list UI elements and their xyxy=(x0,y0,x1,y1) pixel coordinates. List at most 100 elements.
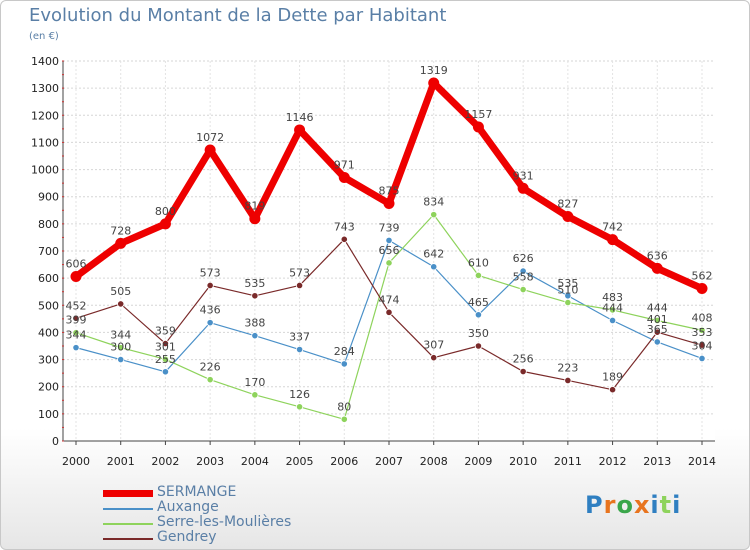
data-label: 304 xyxy=(692,339,713,352)
data-point xyxy=(251,332,259,340)
data-point xyxy=(72,314,80,322)
data-label: 344 xyxy=(110,329,131,342)
data-label: 819 xyxy=(244,200,265,213)
data-point xyxy=(608,316,617,325)
legend-label: Auxange xyxy=(157,499,219,515)
data-point xyxy=(430,263,438,271)
data-label: 728 xyxy=(110,224,131,237)
y-tick-label: 300 xyxy=(38,354,59,367)
data-point xyxy=(72,344,80,352)
data-point xyxy=(115,237,127,249)
data-label: 337 xyxy=(289,331,310,344)
data-label: 284 xyxy=(334,345,355,358)
data-point xyxy=(206,319,214,327)
data-label: 535 xyxy=(244,277,265,290)
data-point xyxy=(385,259,393,267)
data-label: 483 xyxy=(602,291,623,304)
data-label: 535 xyxy=(557,277,578,290)
x-tick-label: 2000 xyxy=(62,455,90,468)
y-tick-label: 200 xyxy=(38,381,59,394)
legend-label: SERMANGE xyxy=(157,484,237,500)
data-point xyxy=(161,339,170,348)
data-label: 226 xyxy=(200,361,221,374)
y-tick-label: 100 xyxy=(38,408,59,421)
data-point xyxy=(698,354,706,363)
data-label: 408 xyxy=(692,311,713,324)
data-point xyxy=(383,198,395,209)
data-point xyxy=(117,355,125,364)
data-point xyxy=(698,341,706,349)
data-point xyxy=(206,376,214,384)
data-label: 827 xyxy=(557,198,578,211)
x-tick-label: 2010 xyxy=(509,455,537,468)
data-point xyxy=(653,328,661,336)
data-point xyxy=(428,77,440,89)
data-label: 126 xyxy=(289,388,310,401)
logo-letter: P xyxy=(585,491,604,519)
data-label: 800 xyxy=(155,205,176,218)
data-label: 223 xyxy=(557,361,578,374)
x-tick-label: 2005 xyxy=(286,455,314,468)
data-label: 256 xyxy=(513,353,534,366)
legend-label: Gendrey xyxy=(157,529,217,545)
data-label: 401 xyxy=(647,313,668,326)
logo-letter: t xyxy=(659,491,673,519)
data-point xyxy=(696,282,708,294)
data-point xyxy=(294,124,306,136)
data-label: 353 xyxy=(692,326,713,339)
data-label: 739 xyxy=(379,221,400,234)
logo-letter: x xyxy=(633,491,651,519)
data-point xyxy=(161,368,170,376)
data-label: 743 xyxy=(334,220,355,233)
y-tick-label: 600 xyxy=(38,272,59,285)
x-tick-label: 2001 xyxy=(107,455,135,468)
y-tick-label: 900 xyxy=(38,191,59,204)
data-point xyxy=(474,271,483,280)
x-tick-label: 2006 xyxy=(330,455,358,468)
logo-letter: r xyxy=(603,491,617,519)
data-label: 626 xyxy=(513,252,534,265)
x-tick-label: 2003 xyxy=(196,455,224,468)
x-tick-label: 2014 xyxy=(688,455,716,468)
data-label: 350 xyxy=(468,327,489,340)
data-point xyxy=(251,391,259,399)
data-label: 307 xyxy=(423,339,444,352)
legend-swatch xyxy=(103,490,153,497)
y-tick-label: 0 xyxy=(52,435,59,448)
data-point xyxy=(519,285,527,294)
data-point xyxy=(564,298,572,307)
data-point xyxy=(206,281,214,290)
y-tick-label: 1300 xyxy=(31,82,59,95)
x-tick-label: 2009 xyxy=(464,455,492,468)
data-point xyxy=(159,218,171,230)
data-point xyxy=(338,171,350,183)
data-label: 875 xyxy=(379,185,400,198)
data-point xyxy=(562,211,574,223)
data-point xyxy=(698,326,706,334)
legend-swatch xyxy=(103,508,153,510)
data-point xyxy=(651,262,663,274)
data-point xyxy=(430,211,438,219)
x-tick-label: 2012 xyxy=(599,455,627,468)
logo-letter: i xyxy=(650,491,660,519)
data-point xyxy=(249,213,261,225)
data-point xyxy=(653,316,661,325)
data-label: 636 xyxy=(647,249,668,262)
data-point xyxy=(385,308,393,316)
data-point xyxy=(340,415,348,423)
data-label: 444 xyxy=(602,301,623,314)
data-point xyxy=(564,376,572,385)
data-label: 465 xyxy=(468,296,489,309)
data-label: 505 xyxy=(110,285,131,298)
data-label: 474 xyxy=(379,293,400,306)
chart-title: Evolution du Montant de la Dette par Hab… xyxy=(29,5,447,26)
data-label: 399 xyxy=(66,314,87,327)
data-label: 834 xyxy=(423,196,444,209)
data-point xyxy=(117,344,125,352)
data-label: 1157 xyxy=(464,108,492,121)
data-point xyxy=(519,367,527,376)
data-point xyxy=(70,271,82,283)
data-label: 558 xyxy=(513,271,534,284)
